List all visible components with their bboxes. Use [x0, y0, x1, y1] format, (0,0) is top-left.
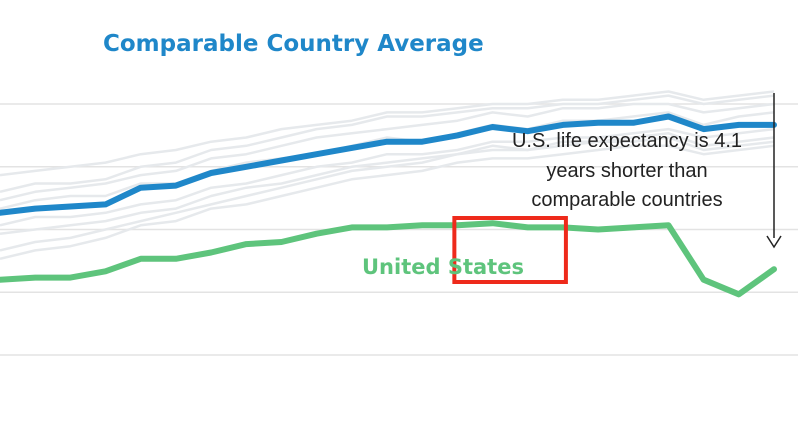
series-0-point-2: [70, 206, 71, 207]
comparable-country-line-0: [0, 127, 775, 227]
series-1-point-20: [703, 279, 704, 280]
series-0-point-19: [668, 116, 669, 117]
comparable-country-line-4: [0, 136, 775, 252]
series-0-point-13: [457, 135, 458, 136]
series-line-0: [0, 113, 777, 216]
series-0-point-9: [316, 154, 317, 155]
annotation-line-1: U.S. life expectancy is 4.1: [512, 130, 742, 152]
series-1-point-3: [105, 271, 106, 272]
series-1-point-7: [246, 244, 247, 245]
series-0-point-10: [351, 147, 352, 148]
annotation-line-2: years shorter than: [546, 160, 707, 182]
highlight-box: [452, 216, 568, 284]
series-1-point-4: [140, 258, 141, 259]
series-1-point-2: [70, 277, 71, 278]
series-1-point-1: [35, 277, 36, 278]
series-0-point-3: [105, 204, 106, 205]
main-series: [0, 113, 777, 298]
series-1-point-8: [281, 242, 282, 243]
series-1-point-5: [175, 258, 176, 259]
series-1-point-9: [316, 233, 317, 234]
series-0-point-4: [140, 187, 141, 188]
series-1-point-22: [774, 269, 775, 270]
series-0-point-1: [35, 208, 36, 209]
series-0-point-17: [598, 122, 599, 123]
series-0-point-16: [562, 124, 563, 125]
series-1-point-15: [527, 227, 528, 228]
series-1-point-10: [351, 227, 352, 228]
comparable-country-line-3: [0, 90, 775, 177]
series-label-united-states: United States: [362, 255, 524, 279]
series-1-point-17: [598, 229, 599, 230]
series-1-point-6: [211, 252, 212, 253]
series-1-point-16: [562, 227, 563, 228]
series-0-point-6: [211, 173, 212, 174]
comparable-country-line-6: [0, 144, 775, 261]
series-0-point-21: [738, 124, 739, 125]
series-0-point-14: [492, 127, 493, 128]
series-1-point-12: [422, 225, 423, 226]
series-0-point-12: [422, 141, 423, 142]
series-line-1: [0, 220, 777, 298]
annotation-line-3: comparable countries: [531, 189, 722, 211]
series-0-point-18: [633, 122, 634, 123]
comparable-country-line-7: [0, 102, 775, 202]
series-1-point-11: [387, 227, 388, 228]
comparable-country-lines: [0, 90, 775, 261]
series-0-point-7: [246, 166, 247, 167]
series-1-point-14: [492, 223, 493, 224]
comparable-country-line-5: [0, 111, 775, 210]
comparable-country-line-2: [0, 132, 775, 235]
series-0-point-8: [281, 160, 282, 161]
series-0-point-5: [175, 185, 176, 186]
series-label-comparable: Comparable Country Average: [103, 31, 484, 57]
series-1-point-13: [457, 225, 458, 226]
gap-arrow: [766, 93, 782, 249]
series-1-point-19: [668, 225, 669, 226]
series-0-point-11: [387, 141, 388, 142]
series-1-point-18: [633, 227, 634, 228]
comparable-country-line-1: [0, 94, 775, 194]
series-1-point-21: [738, 294, 739, 295]
